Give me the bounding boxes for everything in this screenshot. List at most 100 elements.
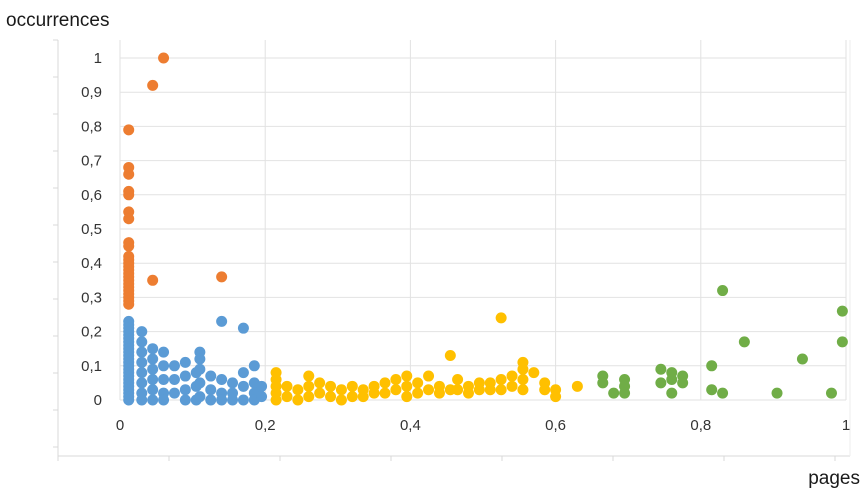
data-point: [168, 373, 180, 385]
data-point: [390, 384, 402, 396]
data-point: [227, 394, 239, 406]
data-point: [123, 240, 135, 252]
data-point: [462, 387, 474, 399]
data-point: [227, 377, 239, 389]
data-point: [158, 394, 170, 406]
data-point: [147, 79, 159, 91]
data-point: [412, 377, 424, 389]
data-point: [292, 394, 304, 406]
data-point: [484, 384, 496, 396]
data-point: [771, 387, 783, 399]
data-point: [136, 346, 148, 358]
y-tick-label: 0,4: [81, 255, 102, 272]
data-point: [597, 377, 609, 389]
data-point: [452, 384, 464, 396]
data-point: [706, 384, 718, 396]
data-point: [335, 384, 347, 396]
data-point: [412, 387, 424, 399]
data-point: [571, 380, 583, 392]
data-point: [495, 373, 507, 385]
data-point: [401, 380, 413, 392]
x-tick-label: 0,2: [255, 417, 276, 434]
data-point: [325, 391, 337, 403]
data-point: [194, 377, 206, 389]
y-tick-label: 0,2: [81, 324, 102, 341]
data-point: [194, 363, 206, 375]
data-point: [136, 367, 148, 379]
data-point: [270, 394, 282, 406]
data-point: [281, 380, 293, 392]
data-point: [248, 360, 260, 372]
data-point: [452, 373, 464, 385]
data-point: [303, 380, 315, 392]
data-point: [608, 387, 620, 399]
data-point: [158, 346, 170, 358]
data-point: [123, 189, 135, 201]
data-point: [619, 387, 631, 399]
data-point: [205, 370, 217, 382]
data-point: [205, 394, 217, 406]
data-point: [423, 370, 435, 382]
data-point: [136, 394, 148, 406]
data-point: [738, 336, 750, 348]
data-point: [136, 377, 148, 389]
data-point: [666, 387, 678, 399]
data-point: [825, 387, 837, 399]
data-point: [237, 367, 249, 379]
data-point: [346, 391, 358, 403]
data-point: [147, 394, 159, 406]
data-point: [123, 168, 135, 180]
data-point: [179, 394, 191, 406]
data-point: [136, 336, 148, 348]
data-point: [168, 360, 180, 372]
data-point: [655, 377, 667, 389]
data-point: [517, 373, 529, 385]
data-point: [256, 391, 268, 403]
data-point: [123, 298, 135, 310]
y-tick-label: 0: [94, 392, 102, 409]
y-tick-label: 0,9: [81, 84, 102, 101]
data-point: [281, 391, 293, 403]
y-tick-label: 1: [94, 50, 102, 67]
data-point: [216, 373, 228, 385]
data-point: [216, 394, 228, 406]
data-point: [368, 387, 380, 399]
data-point: [237, 322, 249, 334]
x-tick-label: 1: [842, 417, 850, 434]
data-point: [216, 315, 228, 327]
data-point: [379, 387, 391, 399]
data-point: [147, 363, 159, 375]
data-point: [205, 384, 217, 396]
data-point: [495, 384, 507, 396]
data-point: [528, 367, 540, 379]
data-point: [836, 305, 848, 317]
data-point: [433, 387, 445, 399]
y-axis-title: occurrences: [6, 10, 110, 31]
y-tick-label: 0,3: [81, 289, 102, 306]
y-tick-label: 0,6: [81, 187, 102, 204]
y-tick-label: 0,1: [81, 358, 102, 375]
data-point: [796, 353, 808, 365]
data-point: [303, 391, 315, 403]
data-point: [147, 274, 159, 286]
data-point: [506, 380, 518, 392]
data-point: [256, 380, 268, 392]
data-point: [147, 384, 159, 396]
data-point: [717, 387, 729, 399]
data-point: [158, 360, 170, 372]
data-point: [194, 353, 206, 365]
data-point: [147, 373, 159, 385]
plot-frame: [53, 39, 851, 461]
data-point: [517, 384, 529, 396]
data-point: [179, 370, 191, 382]
x-tick-label: 0: [116, 417, 124, 434]
data-point: [836, 336, 848, 348]
data-point: [706, 360, 718, 372]
x-tick-label: 0,6: [545, 417, 566, 434]
data-point: [237, 394, 249, 406]
data-point: [303, 370, 315, 382]
data-point: [506, 370, 518, 382]
data-point: [379, 377, 391, 389]
